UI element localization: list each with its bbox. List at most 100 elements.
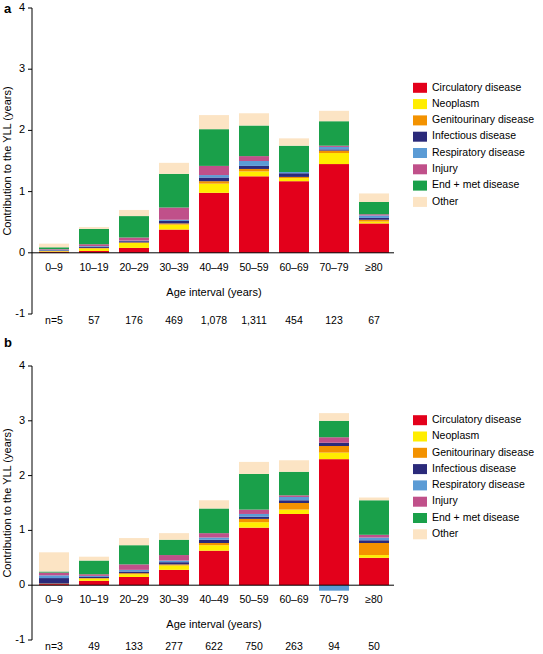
legend: Circulatory diseaseNeoplasmGenitourinary… xyxy=(413,413,534,539)
y-tick xyxy=(28,640,32,641)
x-tick-label: 30–39 xyxy=(159,261,188,273)
bar-segment xyxy=(239,169,269,171)
bar-segment xyxy=(79,561,109,575)
x-tick-label: 70–79 xyxy=(319,261,348,273)
bar-segment xyxy=(159,540,189,555)
bar-segment xyxy=(279,146,309,172)
sample-size: 750 xyxy=(245,640,263,652)
legend-swatch xyxy=(413,448,427,458)
bar-segment xyxy=(159,555,189,560)
bar-segment xyxy=(79,576,109,577)
bar-segment xyxy=(159,225,189,230)
legend-label: Infectious disease xyxy=(432,129,516,141)
panel-label: b xyxy=(4,335,12,350)
y-tick xyxy=(28,475,32,476)
bar-segment xyxy=(119,573,149,574)
x-tick-label: 30–39 xyxy=(159,593,188,605)
chart-figure: a-101234Contribution to the YLL (years)0… xyxy=(0,0,543,654)
y-tick-label: 1 xyxy=(19,185,25,197)
bar-segment xyxy=(39,584,69,585)
bar-segment xyxy=(159,221,189,223)
legend-label: Respiratory disease xyxy=(432,146,525,158)
bar-segment xyxy=(359,540,389,543)
bar-segment xyxy=(279,460,309,472)
legend: Circulatory diseaseNeoplasmGenitourinary… xyxy=(413,81,534,207)
legend-label: End + met disease xyxy=(432,511,519,523)
bar-segment xyxy=(359,555,389,558)
sample-size: 123 xyxy=(325,314,343,326)
sample-size: 263 xyxy=(285,640,303,652)
bar-segment xyxy=(79,244,109,246)
legend-swatch xyxy=(413,132,427,142)
bar-segment xyxy=(359,535,389,538)
bar-segment xyxy=(359,498,389,501)
bar-segment xyxy=(39,250,69,251)
bar-segment xyxy=(119,243,149,248)
bar-segment xyxy=(359,202,389,214)
x-tick-label: 20–29 xyxy=(119,261,148,273)
bar-segment xyxy=(359,558,389,585)
bar-segment xyxy=(359,543,389,555)
bar-segment xyxy=(199,166,229,175)
bar-segment xyxy=(279,500,309,503)
bar-segment xyxy=(79,227,109,229)
bar-segment xyxy=(359,218,389,220)
page: {"chart_data": [ {"type": "bar", "stacke… xyxy=(0,0,543,654)
bar-segment xyxy=(319,437,349,442)
bars xyxy=(39,413,389,591)
x-tick-label: 40–49 xyxy=(199,593,228,605)
bar-segment xyxy=(119,210,149,216)
y-tick xyxy=(28,585,32,586)
bar-segment xyxy=(159,565,189,569)
bar-segment xyxy=(319,121,349,145)
x-axis-title: Age interval (years) xyxy=(166,286,261,298)
y-tick-label: 0 xyxy=(19,578,25,590)
legend-label: Injury xyxy=(432,162,458,174)
bar-segment xyxy=(39,572,69,573)
x-tick-label: 10–19 xyxy=(79,261,108,273)
bar-segment xyxy=(159,230,189,253)
sample-size: n=3 xyxy=(45,640,63,652)
bar-segment xyxy=(319,421,349,437)
bar-segment xyxy=(279,514,309,585)
bar-segment xyxy=(199,178,229,182)
legend-swatch xyxy=(413,464,427,474)
bar-segment xyxy=(79,247,109,249)
bar-segment xyxy=(319,585,349,590)
x-tick-label: 40–49 xyxy=(199,261,228,273)
bar-segment xyxy=(239,176,269,253)
legend-label: Circulatory disease xyxy=(432,413,521,425)
sample-size: 57 xyxy=(88,314,100,326)
bar-segment xyxy=(319,149,349,150)
bar-segment xyxy=(279,138,309,145)
legend-swatch xyxy=(413,415,427,425)
x-tick-label: 50–59 xyxy=(239,261,268,273)
y-axis-line xyxy=(32,366,33,640)
bar-segment xyxy=(279,173,309,177)
bar-segment xyxy=(199,181,229,183)
bar-segment xyxy=(39,250,69,252)
bar-segment xyxy=(239,510,269,514)
bar-segment xyxy=(79,578,109,580)
bar-segment xyxy=(199,184,229,193)
y-tick xyxy=(28,530,32,531)
bar-segment xyxy=(279,172,309,173)
bar-segment xyxy=(159,533,189,540)
sample-size: 622 xyxy=(205,640,223,652)
x-axis-line xyxy=(32,585,394,586)
y-tick xyxy=(28,191,32,192)
legend-swatch xyxy=(413,83,427,93)
sample-size: 50 xyxy=(368,640,380,652)
bar-segment xyxy=(319,459,349,585)
bar-segment xyxy=(119,564,149,569)
bar-segment xyxy=(159,223,189,224)
bar-segment xyxy=(239,161,269,166)
bar-segment xyxy=(239,171,269,176)
bar-segment xyxy=(79,247,109,248)
legend-swatch xyxy=(413,148,427,158)
bar-segment xyxy=(319,164,349,253)
bar-segment xyxy=(359,500,389,535)
bar-segment xyxy=(279,181,309,253)
bar-segment xyxy=(239,474,269,510)
sample-size: 49 xyxy=(88,640,100,652)
